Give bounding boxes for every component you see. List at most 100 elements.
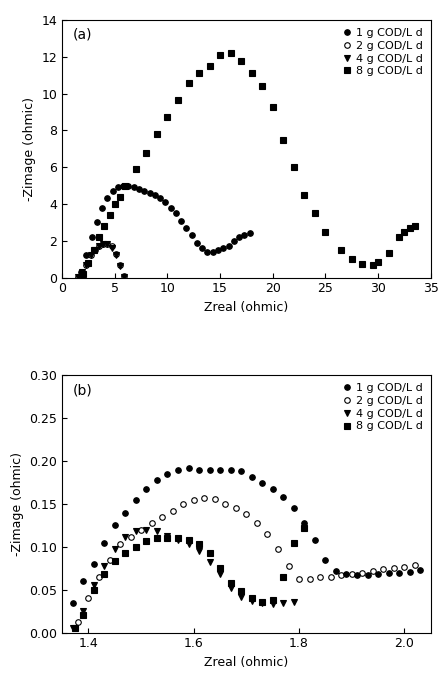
1 g COD/L d	[189, 232, 194, 240]
8 g COD/L d	[144, 537, 149, 545]
2 g COD/L d	[307, 575, 312, 583]
1 g COD/L d	[205, 248, 210, 256]
1 g COD/L d	[281, 493, 286, 501]
2 g COD/L d	[105, 240, 110, 248]
1 g COD/L d	[249, 472, 254, 481]
1 g COD/L d	[168, 204, 173, 212]
1 g COD/L d	[207, 466, 212, 474]
8 g COD/L d	[123, 182, 128, 190]
Line: 4 g COD/L d: 4 g COD/L d	[75, 242, 127, 279]
1 g COD/L d	[199, 244, 205, 252]
1 g COD/L d	[194, 238, 200, 246]
8 g COD/L d	[402, 227, 407, 236]
1 g COD/L d	[80, 577, 86, 586]
4 g COD/L d	[105, 240, 110, 248]
Line: 8 g COD/L d: 8 g COD/L d	[72, 525, 307, 631]
1 g COD/L d	[163, 198, 168, 206]
Line: 1 g COD/L d: 1 g COD/L d	[70, 465, 423, 606]
1 g COD/L d	[260, 479, 265, 487]
1 g COD/L d	[247, 229, 252, 238]
8 g COD/L d	[281, 136, 286, 144]
1 g COD/L d	[323, 556, 328, 564]
8 g COD/L d	[91, 246, 96, 254]
1 g COD/L d	[105, 194, 110, 203]
2 g COD/L d	[212, 495, 218, 503]
8 g COD/L d	[260, 598, 265, 606]
4 g COD/L d	[165, 532, 170, 540]
4 g COD/L d	[238, 592, 244, 600]
8 g COD/L d	[117, 192, 123, 201]
2 g COD/L d	[412, 561, 417, 569]
1 g COD/L d	[231, 237, 237, 245]
8 g COD/L d	[218, 564, 223, 572]
2 g COD/L d	[122, 272, 127, 280]
2 g COD/L d	[381, 565, 386, 573]
2 g COD/L d	[191, 495, 196, 503]
4 g COD/L d	[113, 252, 119, 260]
2 g COD/L d	[88, 252, 93, 260]
1 g COD/L d	[312, 536, 317, 544]
8 g COD/L d	[80, 612, 86, 620]
8 g COD/L d	[291, 538, 297, 546]
4 g COD/L d	[122, 273, 127, 281]
4 g COD/L d	[112, 544, 118, 553]
1 g COD/L d	[173, 209, 178, 217]
8 g COD/L d	[301, 190, 307, 199]
1 g COD/L d	[142, 187, 147, 195]
8 g COD/L d	[301, 524, 307, 532]
2 g COD/L d	[128, 532, 133, 540]
X-axis label: Zreal (ohmic): Zreal (ohmic)	[204, 301, 289, 314]
8 g COD/L d	[144, 149, 149, 157]
2 g COD/L d	[117, 540, 123, 548]
4 g COD/L d	[270, 600, 275, 608]
2 g COD/L d	[265, 530, 270, 538]
2 g COD/L d	[75, 273, 81, 281]
2 g COD/L d	[96, 573, 102, 581]
8 g COD/L d	[281, 573, 286, 581]
2 g COD/L d	[328, 573, 333, 581]
1 g COD/L d	[375, 570, 381, 578]
8 g COD/L d	[196, 69, 202, 77]
2 g COD/L d	[109, 242, 114, 250]
8 g COD/L d	[96, 233, 102, 241]
1 g COD/L d	[110, 187, 115, 195]
1 g COD/L d	[175, 466, 181, 474]
4 g COD/L d	[91, 581, 96, 590]
1 g COD/L d	[354, 571, 360, 579]
2 g COD/L d	[84, 260, 89, 269]
X-axis label: Zreal (ohmic): Zreal (ohmic)	[204, 656, 289, 669]
1 g COD/L d	[70, 598, 75, 606]
2 g COD/L d	[117, 260, 123, 269]
1 g COD/L d	[102, 538, 107, 546]
8 g COD/L d	[107, 211, 112, 219]
Y-axis label: -Zimage (ohmic): -Zimage (ohmic)	[11, 452, 24, 556]
8 g COD/L d	[91, 586, 96, 594]
4 g COD/L d	[218, 570, 223, 578]
4 g COD/L d	[175, 536, 181, 544]
8 g COD/L d	[165, 112, 170, 120]
8 g COD/L d	[207, 548, 212, 557]
4 g COD/L d	[80, 607, 86, 615]
8 g COD/L d	[360, 260, 365, 268]
4 g COD/L d	[102, 562, 107, 570]
1 g COD/L d	[131, 184, 136, 192]
4 g COD/L d	[109, 244, 114, 252]
4 g COD/L d	[228, 584, 233, 592]
4 g COD/L d	[281, 600, 286, 608]
8 g COD/L d	[80, 270, 86, 278]
4 g COD/L d	[123, 532, 128, 540]
8 g COD/L d	[228, 579, 233, 587]
8 g COD/L d	[238, 57, 244, 65]
2 g COD/L d	[181, 500, 186, 508]
2 g COD/L d	[297, 575, 302, 583]
1 g COD/L d	[218, 466, 223, 474]
1 g COD/L d	[147, 189, 152, 197]
8 g COD/L d	[218, 51, 223, 59]
2 g COD/L d	[360, 569, 365, 577]
2 g COD/L d	[391, 564, 396, 572]
1 g COD/L d	[158, 194, 163, 203]
4 g COD/L d	[154, 528, 159, 536]
Legend: 1 g COD/L d, 2 g COD/L d, 4 g COD/L d, 8 g COD/L d: 1 g COD/L d, 2 g COD/L d, 4 g COD/L d, 8…	[341, 381, 425, 433]
Line: 1 g COD/L d: 1 g COD/L d	[78, 183, 252, 275]
Text: (a): (a)	[73, 28, 93, 42]
